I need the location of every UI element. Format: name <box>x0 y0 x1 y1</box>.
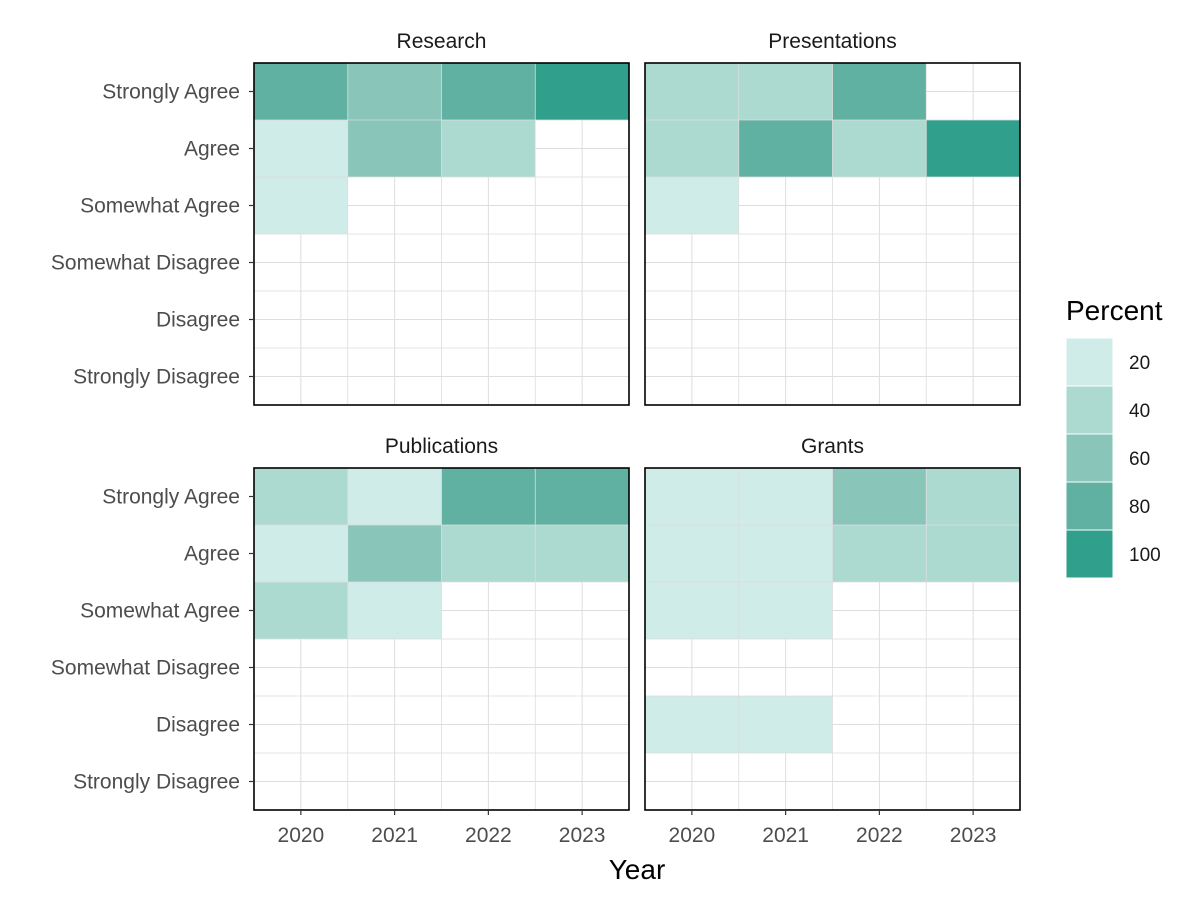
x-axis-title: Year <box>609 854 666 885</box>
heatmap-tile <box>254 177 348 234</box>
y-tick-label: Somewhat Disagree <box>51 657 240 680</box>
y-tick-label: Disagree <box>156 309 240 332</box>
facet-title: Grants <box>801 435 864 458</box>
panel-border <box>644 62 1021 406</box>
x-tick-label: 2022 <box>465 824 512 847</box>
y-tick-label: Strongly Disagree <box>73 366 240 389</box>
y-tick-label: Agree <box>184 138 240 161</box>
y-tick-label: Somewhat Agree <box>80 600 240 623</box>
x-tick-label: 2020 <box>669 824 716 847</box>
heatmap-tile <box>738 696 833 753</box>
heatmap-tile <box>645 120 739 177</box>
x-tick-label: 2023 <box>559 824 606 847</box>
heatmap-tile <box>347 525 442 582</box>
facets: Research Strongly Agree Agree Somewhat Agre… <box>51 30 1021 847</box>
heatmap-tile <box>535 63 629 120</box>
legend-key <box>1065 337 1114 387</box>
heatmap-tile <box>738 525 833 582</box>
y-tick-label: Strongly Agree <box>102 486 240 509</box>
heatmap-tile <box>254 63 348 120</box>
legend-label: 40 <box>1129 401 1150 422</box>
y-tick-label: Strongly Agree <box>102 81 240 104</box>
heatmap-tile <box>738 582 833 639</box>
legend-title: Percent <box>1066 295 1163 326</box>
heatmap-tile <box>645 177 739 234</box>
heatmap-tile <box>645 525 739 582</box>
y-tick-label: Somewhat Disagree <box>51 252 240 275</box>
legend-key <box>1065 481 1114 531</box>
heatmap-tile <box>535 468 629 525</box>
facet-title: Presentations <box>768 30 896 53</box>
facet-title: Publications <box>385 435 498 458</box>
heatmap-tile <box>254 582 348 639</box>
heatmap-tile <box>645 63 739 120</box>
x-tick-label: 2020 <box>278 824 325 847</box>
heatmap-tile <box>347 120 442 177</box>
y-tick-label: Disagree <box>156 714 240 737</box>
legend-key <box>1065 529 1114 579</box>
heatmap-tile <box>347 63 442 120</box>
heatmap-tile <box>645 582 739 639</box>
facet-title: Research <box>397 30 487 53</box>
heatmap-tile <box>347 582 442 639</box>
x-tick-label: 2021 <box>371 824 418 847</box>
legend-key <box>1065 433 1114 483</box>
legend-label: 80 <box>1129 497 1150 518</box>
heatmap-tile <box>254 468 348 525</box>
facet-panel: Presentations <box>644 30 1021 406</box>
heatmap-tile <box>926 468 1020 525</box>
heatmap-tile <box>926 525 1020 582</box>
heatmap-tile <box>347 468 442 525</box>
legend-key <box>1065 385 1114 435</box>
heatmap-tile <box>441 63 536 120</box>
heatmap-tile <box>832 63 927 120</box>
facet-panel: Grants 2020 2021 2022 2023 <box>644 435 1021 847</box>
heatmap-tile <box>441 120 536 177</box>
x-tick-label: 2021 <box>762 824 809 847</box>
heatmap-tile <box>832 525 927 582</box>
legend-label: 60 <box>1129 449 1150 470</box>
heatmap-tile <box>738 120 833 177</box>
legend-label: 100 <box>1129 545 1161 566</box>
facet-panel: Research Strongly Agree Agree Somewhat Agre… <box>51 30 630 406</box>
heatmap-tile <box>441 525 536 582</box>
heatmap-tile <box>441 468 536 525</box>
heatmap-tile <box>738 468 833 525</box>
heatmap-tile <box>535 525 629 582</box>
legend-label: 20 <box>1129 353 1150 374</box>
heatmap-tile <box>254 120 348 177</box>
panel-border <box>253 467 630 811</box>
panel-border <box>644 467 1021 811</box>
legend: Percent 20 40 60 80 100 <box>1065 295 1163 579</box>
heatmap-tile <box>832 468 927 525</box>
heatmap-tile <box>645 696 739 753</box>
x-tick-label: 2023 <box>950 824 997 847</box>
y-tick-label: Strongly Disagree <box>73 771 240 794</box>
heatmap-tile <box>832 120 927 177</box>
y-tick-label: Agree <box>184 543 240 566</box>
heatmap-tile <box>926 120 1020 177</box>
heatmap-tile <box>738 63 833 120</box>
x-tick-label: 2022 <box>856 824 903 847</box>
facet-panel: Publications Strongly Agree Agree Somewhat … <box>51 435 630 847</box>
y-tick-label: Somewhat Agree <box>80 195 240 218</box>
heatmap-tile <box>254 525 348 582</box>
heatmap-tile <box>645 468 739 525</box>
panel-border <box>253 62 630 406</box>
